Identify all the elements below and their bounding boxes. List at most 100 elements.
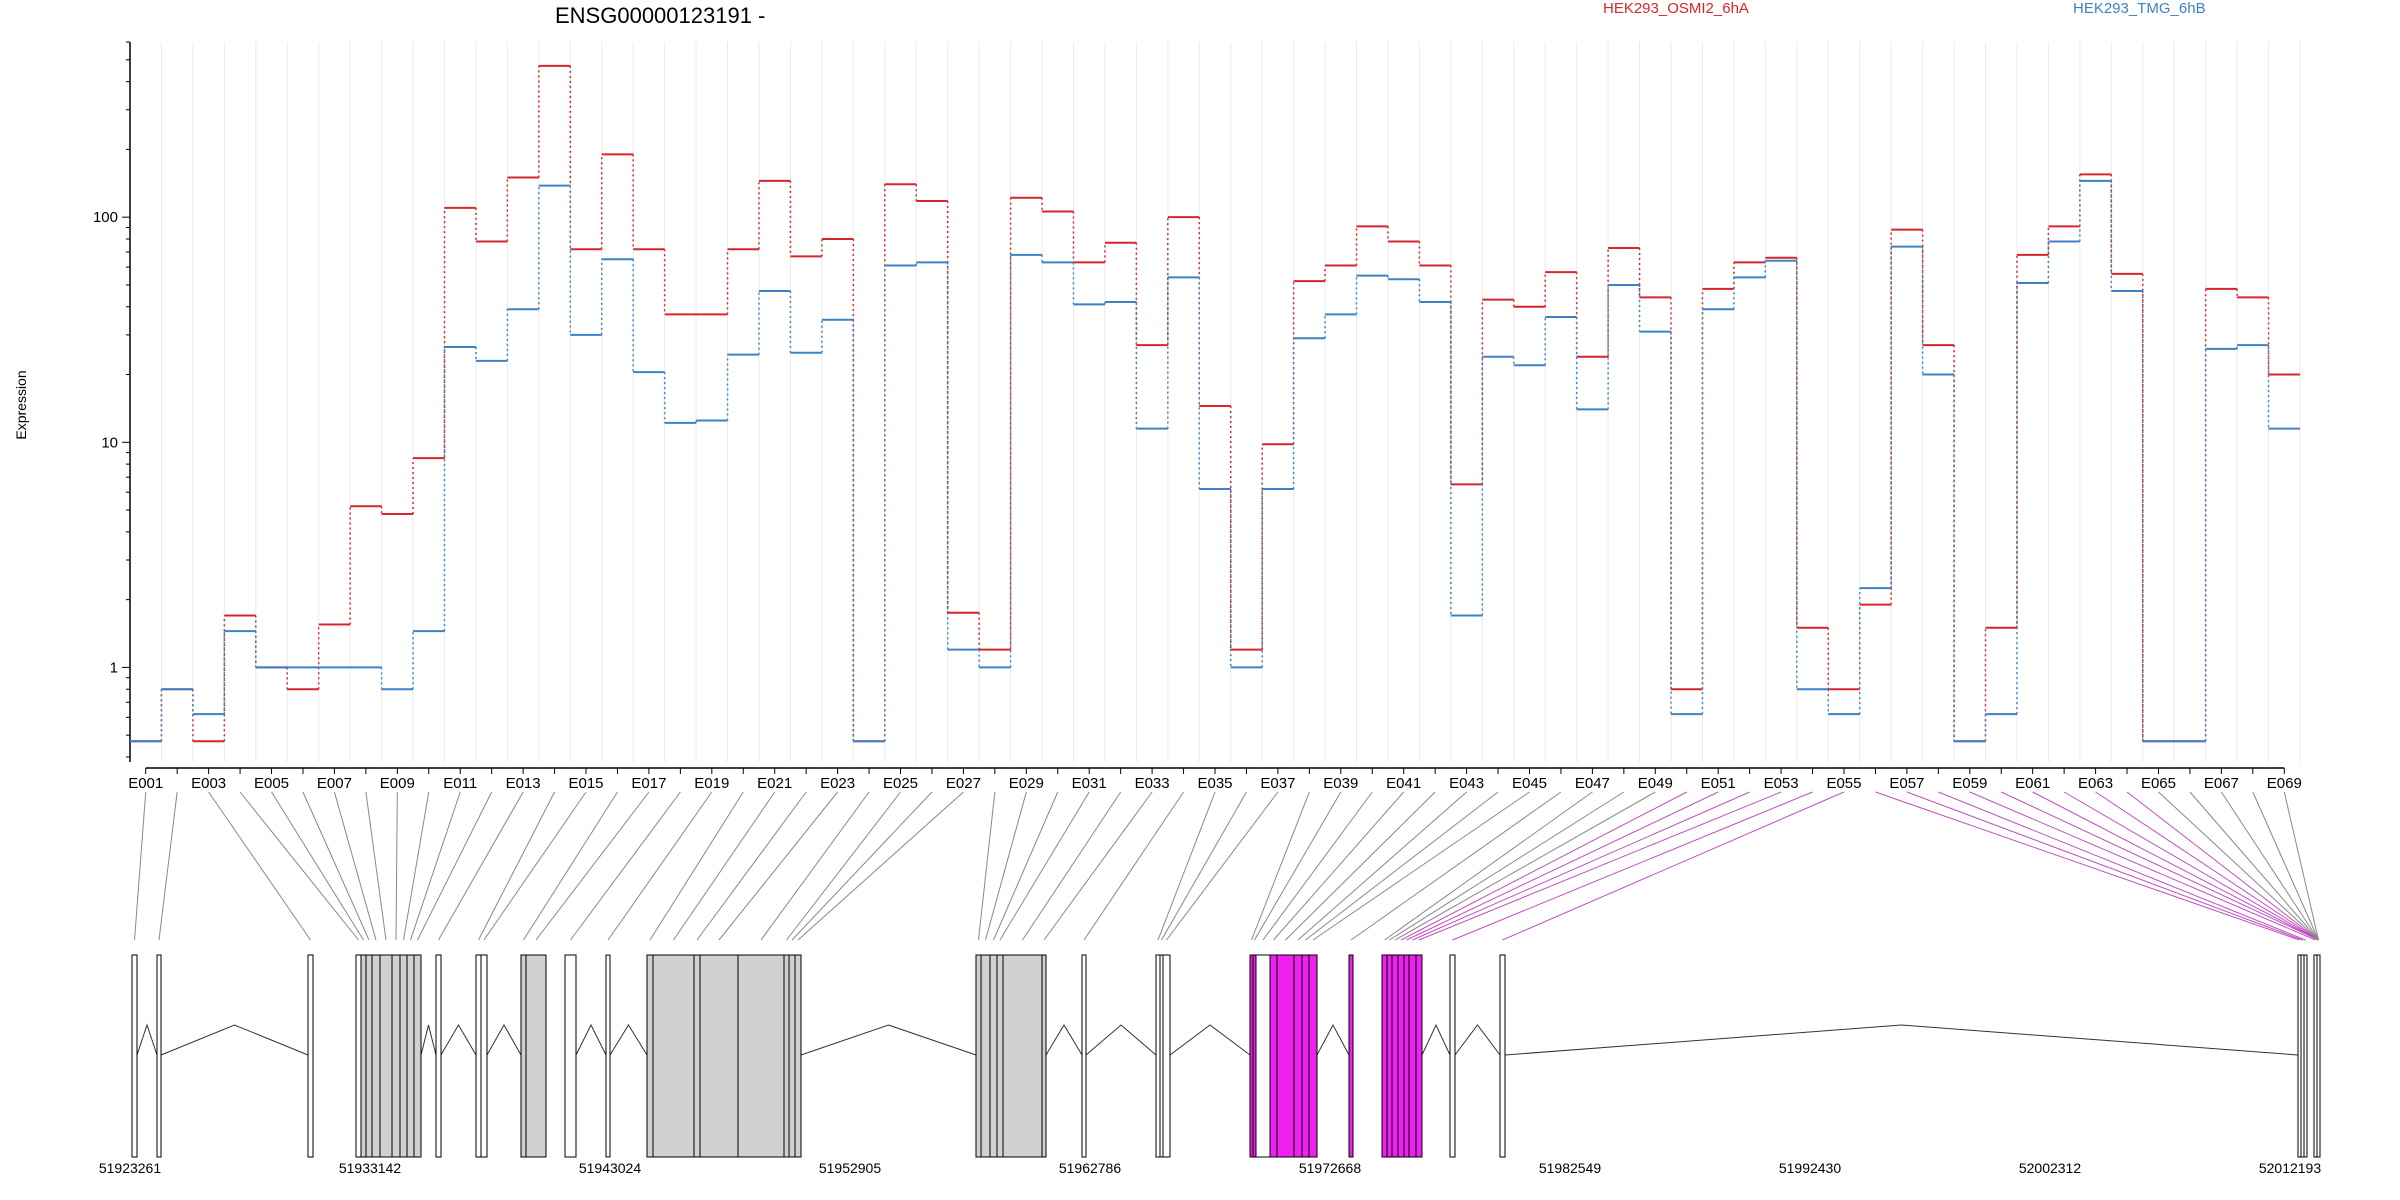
exon-connector — [403, 791, 430, 941]
exon-connector — [438, 791, 524, 941]
genomic-tick-label: 51933142 — [339, 1160, 402, 1176]
intron-line — [1316, 1023, 1350, 1056]
exon-segment — [1386, 954, 1393, 1158]
exon-segment — [525, 954, 547, 1158]
exon-segment — [1397, 954, 1405, 1158]
genomic-tick-label: 51952905 — [819, 1160, 882, 1176]
exon-connector — [2220, 791, 2319, 941]
y-tick-label: 100 — [93, 209, 118, 226]
intron-line — [1504, 1024, 2299, 1056]
exon-connector — [2095, 791, 2319, 941]
exon-segment — [605, 954, 611, 1158]
x-tick-label: E015 — [568, 775, 603, 792]
intron-line — [1421, 1023, 1451, 1056]
intron-line — [609, 1024, 648, 1056]
exon-connector — [302, 791, 370, 941]
exon-connector — [1906, 791, 2303, 941]
intron-line — [575, 1023, 607, 1056]
x-tick-label: E067 — [2204, 775, 2239, 792]
x-tick-label: E039 — [1323, 775, 1358, 792]
exon-segment — [1408, 954, 1417, 1158]
exon-connector — [993, 791, 1059, 941]
x-tick-label: E007 — [317, 775, 352, 792]
exon-connector — [1452, 791, 1813, 941]
exon-segment — [2303, 954, 2308, 1158]
x-tick-label: E001 — [128, 775, 163, 792]
x-tick-label: E035 — [1197, 775, 1232, 792]
x-tick-label: E049 — [1638, 775, 1673, 792]
exon-connector — [365, 791, 387, 941]
vertical-grid — [129, 42, 2301, 762]
x-tick-label: E057 — [1889, 775, 1924, 792]
chart-title: ENSG00000123191 - — [555, 3, 765, 28]
exon-connector — [1043, 791, 1153, 941]
x-tick-label: E051 — [1701, 775, 1736, 792]
exon-connector — [1400, 791, 1687, 941]
exon-segment — [480, 954, 488, 1158]
exon-connector — [1406, 791, 1719, 941]
legend-label-tmg: HEK293_TMG_6hB — [2073, 0, 2206, 17]
x-tick-label: E009 — [380, 775, 415, 792]
x-tick-label: E023 — [820, 775, 855, 792]
exon-connector — [1350, 791, 1562, 941]
exon-connector — [1969, 791, 2316, 941]
exon-connector — [649, 791, 744, 941]
exon-segment — [1381, 954, 1388, 1158]
exon-segment — [413, 954, 422, 1158]
exon-segment — [2316, 954, 2321, 1158]
genomic-tick-label: 51982549 — [1539, 1160, 1602, 1176]
exon-segment — [131, 954, 138, 1158]
x-tick-label: E037 — [1260, 775, 1295, 792]
exon-connector — [1254, 791, 1342, 941]
exon-connector — [333, 791, 377, 941]
exon-segment — [1041, 954, 1047, 1158]
exon-segment — [1081, 954, 1087, 1158]
exon-connector — [523, 791, 618, 941]
exon-connector — [791, 791, 933, 941]
intron-line — [800, 1024, 977, 1056]
exon-connector — [1297, 791, 1467, 941]
exon-connector — [797, 791, 964, 941]
x-tick-label: E011 — [443, 775, 477, 792]
exon-connector — [535, 791, 650, 941]
exon-connector — [786, 791, 901, 941]
series-HEK293_TMG_6hB — [130, 179, 2300, 743]
x-axis: E001 E003 E005 E007 E009 E011 E013 E015 E017 E019… — [128, 767, 2302, 792]
x-tick-label: E055 — [1826, 775, 1861, 792]
intron-line — [160, 1024, 309, 1056]
x-tick-label: E045 — [1512, 775, 1547, 792]
exon-segment — [1403, 954, 1410, 1158]
exon-connector — [607, 791, 713, 941]
exon-segment — [355, 954, 362, 1158]
exon-connector — [1412, 791, 1750, 941]
exon-connector — [1389, 791, 1625, 941]
exon-segment — [1162, 954, 1171, 1158]
exon-connector — [2032, 791, 2319, 941]
y-axis: 1 10 100 — [93, 41, 131, 762]
exon-connector — [1875, 791, 2300, 941]
y-axis-label: Expression — [13, 370, 29, 439]
intron-line — [136, 1023, 158, 1056]
intron-line — [1169, 1024, 1251, 1056]
exon-connector — [417, 791, 493, 941]
y-tick-label: 1 — [110, 659, 118, 676]
x-tick-label: E053 — [1764, 775, 1799, 792]
intron-line — [440, 1024, 477, 1056]
series-lines — [130, 64, 2300, 743]
x-tick-label: E003 — [191, 775, 226, 792]
exon-segment — [1255, 954, 1271, 1158]
exon-segment — [1155, 954, 1161, 1158]
x-tick-label: E069 — [2267, 775, 2302, 792]
gene-model — [131, 954, 2321, 1158]
exon-connector — [696, 791, 807, 941]
genomic-tick-label: 51923261 — [99, 1160, 162, 1176]
exon-connector — [673, 791, 776, 941]
series-HEK293_OSMI2_6hA — [130, 64, 2300, 743]
exon-connector — [1418, 791, 1782, 941]
intron-line — [420, 1024, 437, 1056]
exon-segment — [1269, 954, 1278, 1158]
exon-connector — [978, 791, 996, 941]
exon-block — [360, 954, 422, 1158]
exon-connector — [985, 791, 1027, 941]
exon-connector — [760, 791, 870, 941]
